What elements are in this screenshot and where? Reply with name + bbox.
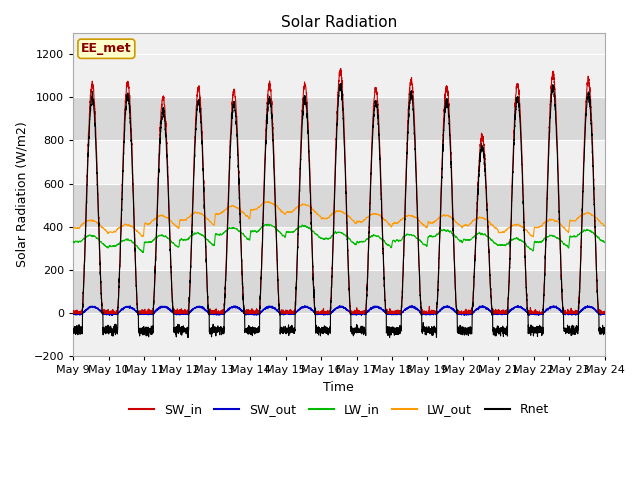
Bar <box>73 313 605 356</box>
Bar <box>73 270 605 313</box>
Text: EE_met: EE_met <box>81 42 132 55</box>
Title: Solar Radiation: Solar Radiation <box>281 15 397 30</box>
Y-axis label: Solar Radiation (W/m2): Solar Radiation (W/m2) <box>15 121 28 267</box>
X-axis label: Time: Time <box>323 381 354 394</box>
Legend: SW_in, SW_out, LW_in, LW_out, Rnet: SW_in, SW_out, LW_in, LW_out, Rnet <box>124 398 554 421</box>
Bar <box>73 97 605 141</box>
Bar <box>73 141 605 184</box>
Bar <box>73 54 605 97</box>
Bar <box>73 227 605 270</box>
Bar <box>73 184 605 227</box>
